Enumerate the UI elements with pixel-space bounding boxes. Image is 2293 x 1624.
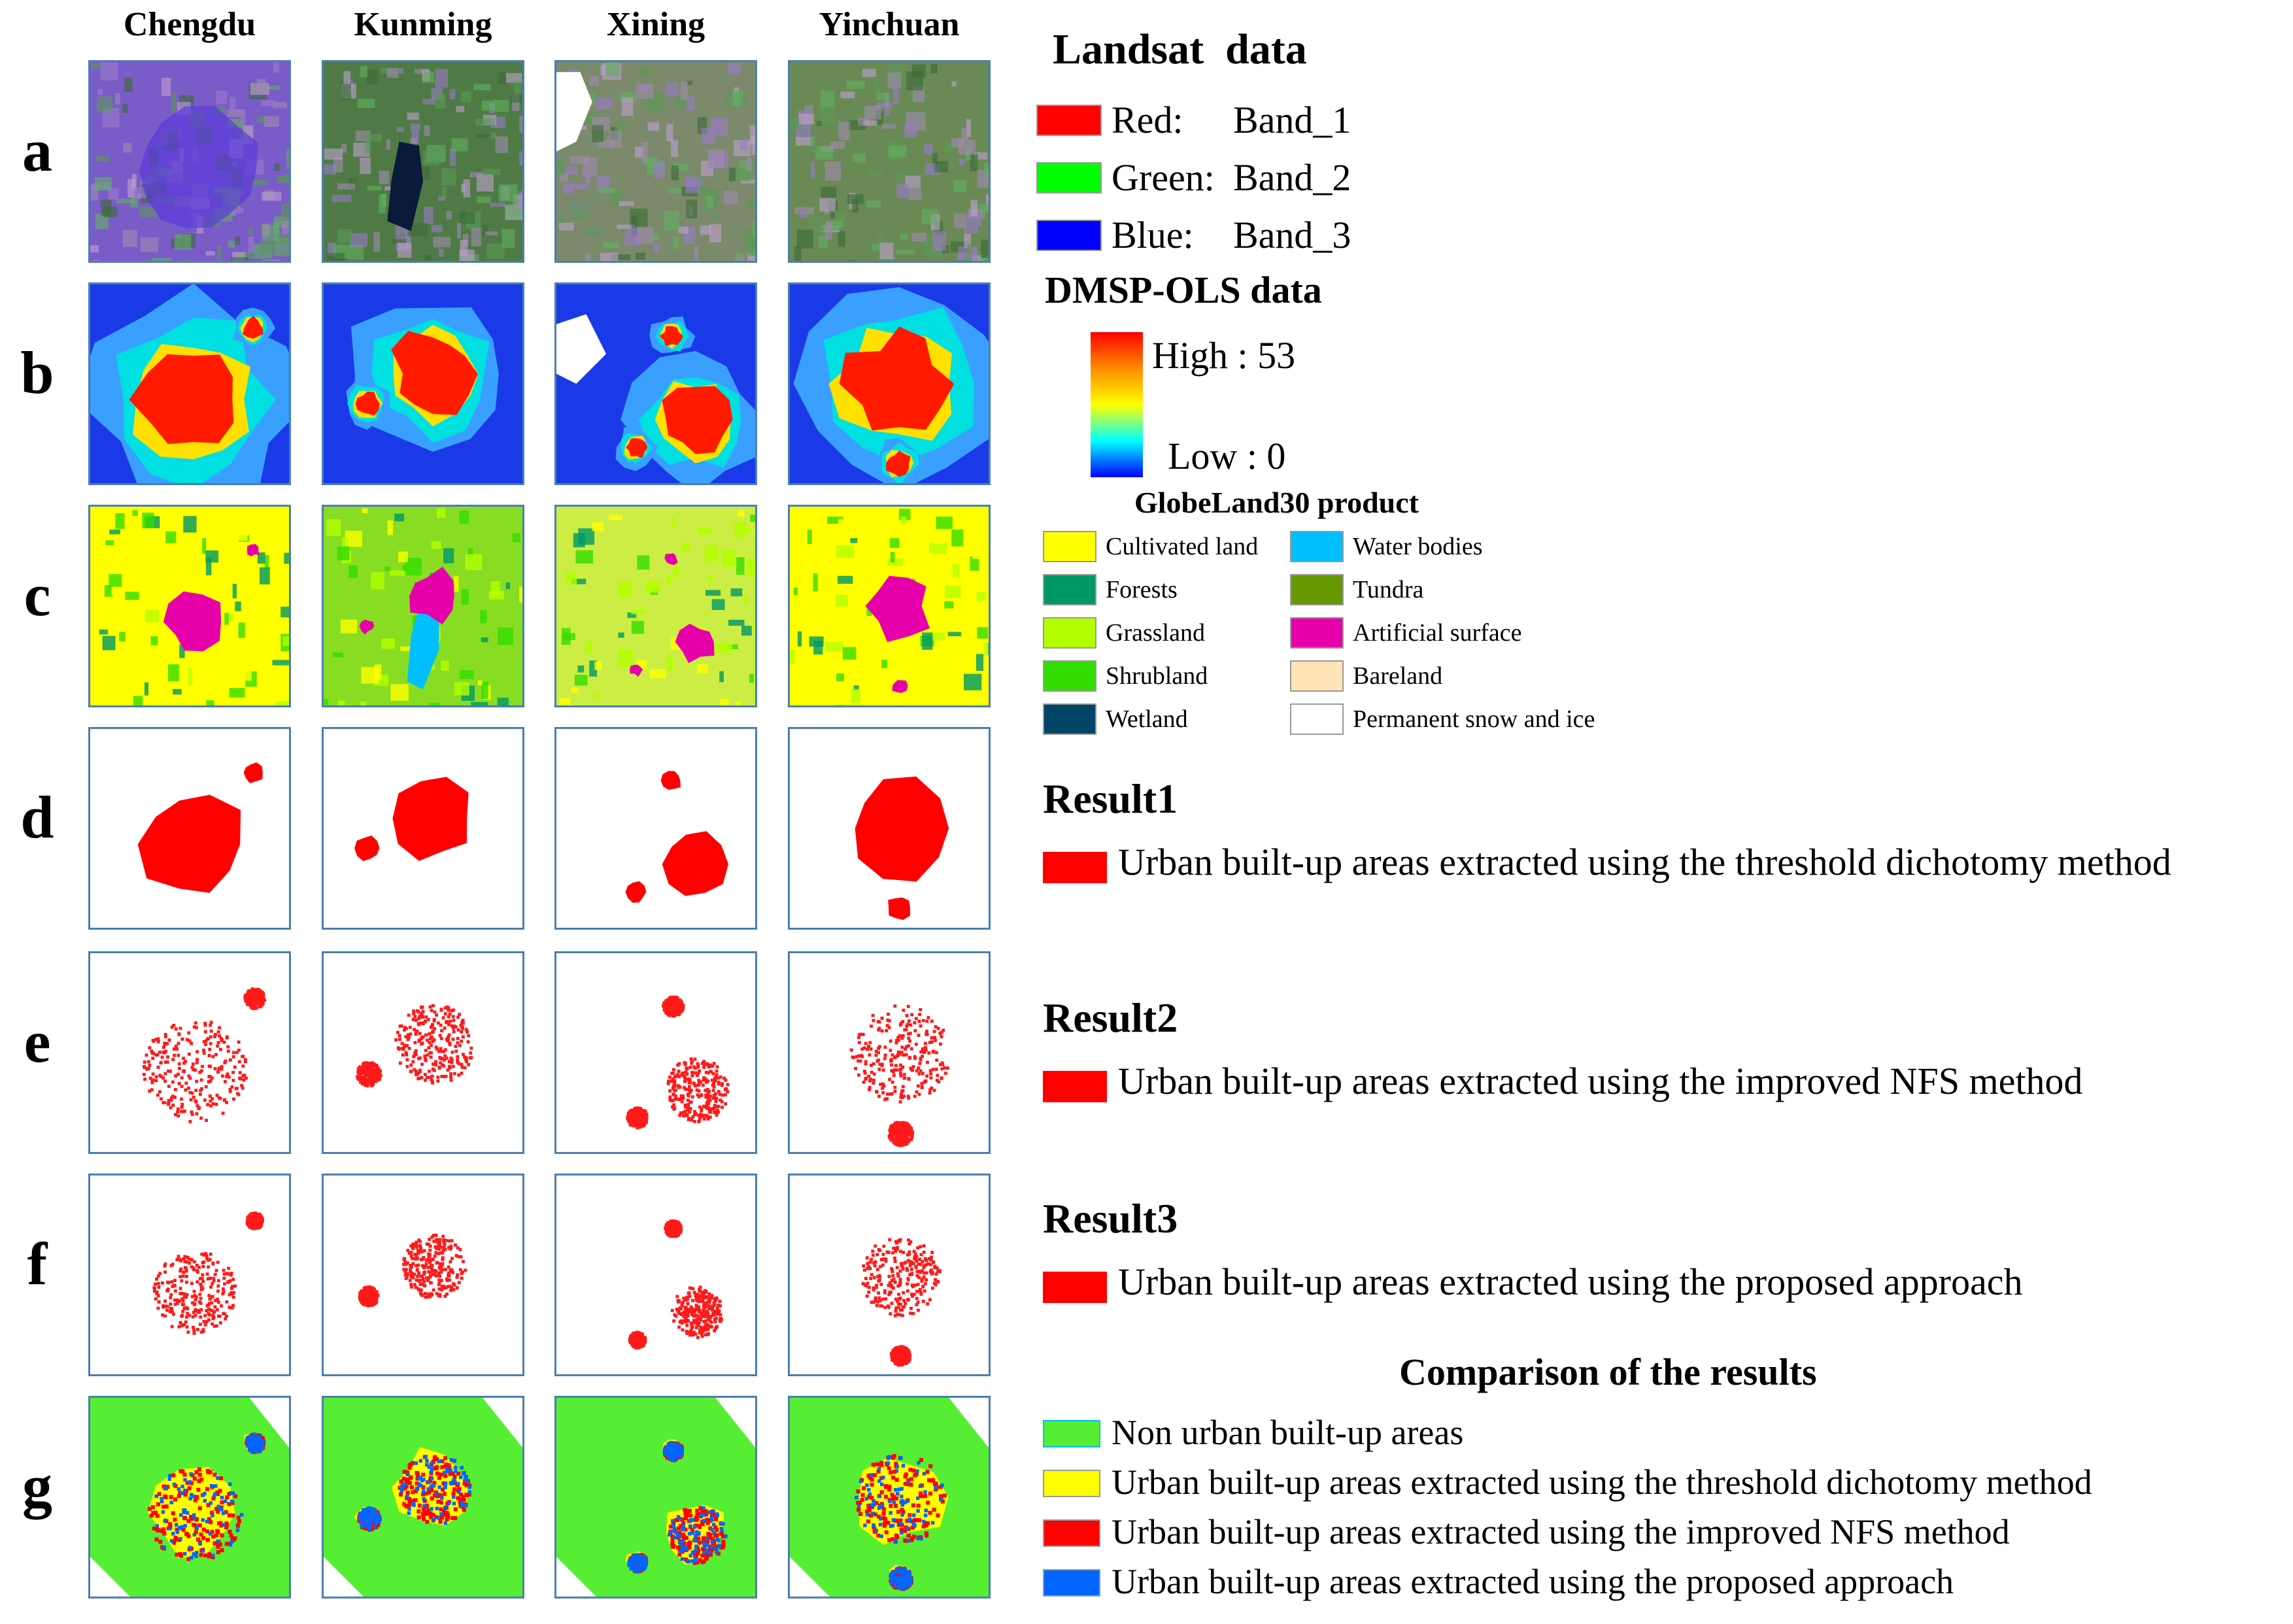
city-header-yinchuan: Yinchuan <box>819 6 960 43</box>
globeland-swatch-0 <box>1043 531 1096 562</box>
globeland-class-label: Tundra <box>1353 576 1424 603</box>
map-tile-b-kunming <box>322 282 524 485</box>
result-swatch-3 <box>1043 1272 1107 1303</box>
comparison-legend-title: Comparison of the results <box>1399 1351 1817 1393</box>
row-label-g: g <box>22 1453 52 1519</box>
landsat-channel-label: Blue: <box>1112 214 1194 256</box>
map-tile-b-xining <box>554 282 757 485</box>
landsat-legend-title: Landsat data <box>1053 25 1307 73</box>
row-label-b: b <box>20 339 54 406</box>
map-tile-g-chengdu <box>88 1396 291 1599</box>
map-tile-e-yinchuan <box>788 951 991 1154</box>
map-tile-d-xining <box>554 727 757 930</box>
globeland-swatch-8 <box>1290 660 1344 692</box>
row-label-d: d <box>20 784 54 851</box>
dmsp-high-label: High : 53 <box>1152 334 1296 377</box>
map-tile-a-chengdu <box>88 60 291 263</box>
landsat-band-label: Band_1 <box>1233 99 1351 141</box>
comparison-swatch-0 <box>1043 1420 1100 1447</box>
map-tile-f-yinchuan <box>788 1174 991 1376</box>
comparison-label: Urban built-up areas extracted using the… <box>1112 1512 2010 1551</box>
map-tile-c-kunming <box>322 505 524 707</box>
globeland-class-label: Shrubland <box>1106 662 1208 690</box>
map-tile-g-yinchuan <box>788 1396 991 1599</box>
map-tile-f-chengdu <box>88 1174 291 1376</box>
map-tile-e-chengdu <box>88 951 291 1154</box>
row-label-a: a <box>22 117 52 184</box>
landsat-band-label: Band_3 <box>1233 214 1351 256</box>
globeland-class-label: Grassland <box>1106 619 1205 647</box>
map-tile-a-xining <box>554 60 757 263</box>
map-tile-a-yinchuan <box>788 60 991 263</box>
globeland-swatch-2 <box>1043 617 1096 649</box>
globeland-swatch-9 <box>1290 703 1344 735</box>
map-tile-b-chengdu <box>88 282 291 485</box>
dmsp-color-ramp <box>1091 332 1143 477</box>
globeland-swatch-1 <box>1043 574 1096 605</box>
globeland-swatch-4 <box>1043 703 1096 735</box>
map-tile-e-xining <box>554 951 757 1154</box>
landsat-swatch-2 <box>1036 220 1102 251</box>
globeland-class-label: Cultivated land <box>1106 533 1259 560</box>
dmsp-low-label: Low : 0 <box>1168 435 1286 477</box>
globeland-class-label: Water bodies <box>1353 533 1483 560</box>
landsat-swatch-1 <box>1036 162 1102 194</box>
comparison-label: Urban built-up areas extracted using the… <box>1112 1562 1954 1601</box>
map-tile-f-kunming <box>322 1174 524 1376</box>
map-tile-c-chengdu <box>88 505 291 707</box>
globeland-swatch-6 <box>1290 574 1344 605</box>
result-swatch-1 <box>1043 852 1107 883</box>
map-tile-g-kunming <box>322 1396 524 1599</box>
row-label-e: e <box>24 1008 51 1075</box>
result-desc-3: Urban built-up areas extracted using the… <box>1118 1260 2023 1303</box>
globeland-class-label: Forests <box>1106 576 1178 603</box>
dmsp-legend-title: DMSP-OLS data <box>1045 269 1322 311</box>
result-swatch-2 <box>1043 1071 1107 1102</box>
globeland-swatch-3 <box>1043 660 1096 692</box>
map-tile-d-chengdu <box>88 727 291 930</box>
map-tile-e-kunming <box>322 951 524 1154</box>
city-header-kunming: Kunming <box>354 6 492 43</box>
result-desc-2: Urban built-up areas extracted using the… <box>1118 1060 2083 1102</box>
city-header-chengdu: Chengdu <box>123 6 256 43</box>
landsat-band-label: Band_2 <box>1233 156 1351 199</box>
result-desc-1: Urban built-up areas extracted using the… <box>1118 841 2171 883</box>
row-label-c: c <box>24 562 51 628</box>
globeland-class-label: Bareland <box>1353 662 1443 690</box>
landsat-channel-label: Red: <box>1112 99 1183 141</box>
globeland-legend-title: GlobeLand30 product <box>1134 486 1419 519</box>
row-label-f: f <box>27 1230 48 1297</box>
map-tile-b-yinchuan <box>788 282 991 485</box>
map-tile-d-kunming <box>322 727 524 930</box>
map-tile-a-kunming <box>322 60 524 263</box>
comparison-swatch-3 <box>1043 1569 1100 1597</box>
map-tile-f-xining <box>554 1174 757 1376</box>
globeland-class-label: Permanent snow and ice <box>1353 705 1595 733</box>
globeland-swatch-5 <box>1290 531 1344 562</box>
comparison-label: Non urban built-up areas <box>1112 1413 1464 1452</box>
landsat-swatch-0 <box>1036 105 1102 136</box>
map-tile-g-xining <box>554 1396 757 1599</box>
map-tile-c-yinchuan <box>788 505 991 707</box>
city-header-xining: Xining <box>606 6 705 43</box>
map-tile-d-yinchuan <box>788 727 991 930</box>
globeland-swatch-7 <box>1290 617 1344 649</box>
result-title-3: Result3 <box>1043 1195 1178 1242</box>
comparison-swatch-2 <box>1043 1519 1100 1547</box>
globeland-class-label: Wetland <box>1106 705 1188 733</box>
result-title-1: Result1 <box>1043 775 1178 822</box>
result-title-2: Result2 <box>1043 994 1178 1041</box>
comparison-swatch-1 <box>1043 1470 1100 1497</box>
map-tile-c-xining <box>554 505 757 707</box>
landsat-channel-label: Green: <box>1112 156 1215 199</box>
comparison-label: Urban built-up areas extracted using the… <box>1112 1463 2092 1502</box>
globeland-class-label: Artificial surface <box>1353 619 1522 647</box>
